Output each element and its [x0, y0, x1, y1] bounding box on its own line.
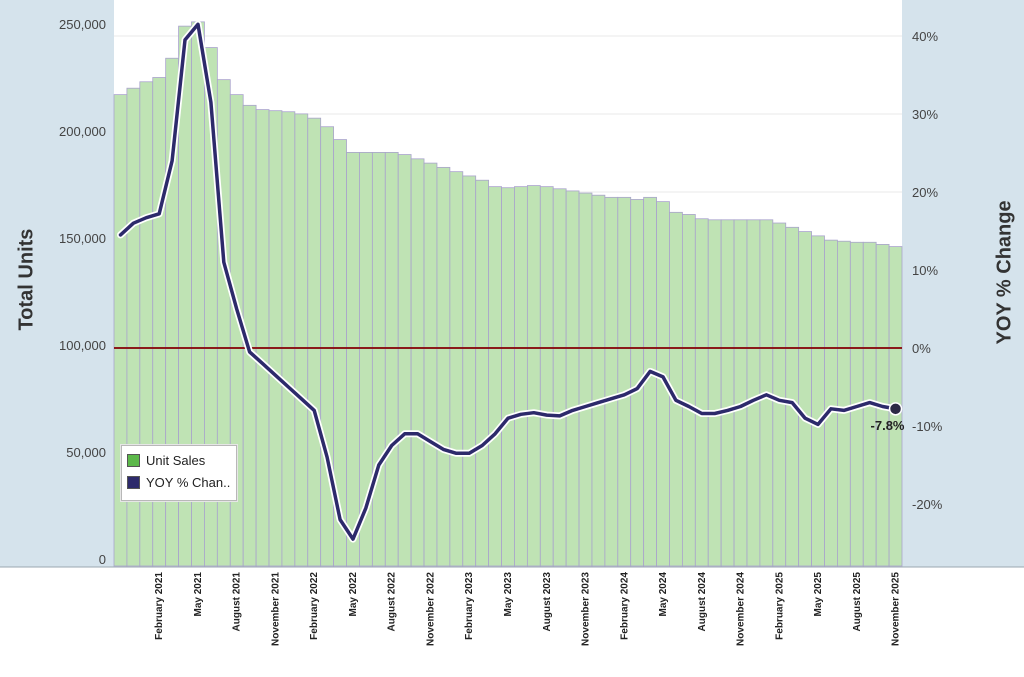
bar-unit-sales [268, 110, 283, 567]
bar-unit-sales [604, 196, 619, 567]
bar-unit-sales [281, 111, 296, 567]
bar-unit-sales [552, 188, 567, 567]
x-axis-tick-label: August 2023 [542, 572, 553, 632]
x-axis-tick-label: February 2024 [619, 572, 630, 640]
bar-unit-sales [746, 219, 761, 567]
right-axis-tick-label: 30% [912, 107, 938, 122]
left-axis-tick-label: 100,000 [59, 338, 106, 353]
bar-unit-sales [798, 231, 812, 567]
bar-unit-sales [565, 190, 580, 567]
x-axis-tick-label: February 2022 [309, 572, 320, 640]
legend-label: YOY % Chan.. [146, 474, 231, 490]
x-axis-tick-label: August 2025 [852, 572, 863, 632]
bar-unit-sales [539, 186, 554, 567]
bar-unit-sales [449, 171, 464, 567]
legend-swatch-icon [127, 453, 140, 467]
bar-unit-sales [410, 158, 425, 567]
bar-unit-sales [707, 219, 722, 567]
x-axis-tick-label: May 2022 [348, 572, 359, 617]
bar-unit-sales [720, 219, 735, 567]
legend-label: Unit Sales [146, 452, 206, 468]
right-axis-tick-label: -20% [912, 497, 943, 512]
bar-unit-sales [294, 113, 309, 567]
bar-unit-sales [514, 186, 528, 567]
bar-unit-sales [501, 187, 515, 567]
x-axis-tick-label: May 2024 [658, 572, 669, 617]
bar-unit-sales [488, 186, 502, 567]
right-axis-tick-label: 20% [912, 185, 938, 200]
bar-unit-sales [320, 126, 335, 567]
bar-unit-sales [811, 235, 825, 567]
left-axis-tick-label: 250,000 [59, 17, 106, 32]
bar-unit-sales [397, 154, 412, 567]
legend-item-yoy-change: YOY % Chan.. [127, 473, 230, 491]
bar-unit-sales [384, 151, 399, 567]
x-axis-tick-label: November 2023 [581, 572, 592, 646]
bar-unit-sales [772, 222, 787, 567]
left-axis-tick-label: 50,000 [66, 445, 106, 460]
x-axis-tick-label: February 2021 [154, 572, 165, 640]
x-axis-tick-label: August 2022 [387, 572, 398, 632]
left-axis-tick-label: 200,000 [59, 124, 106, 139]
bar-unit-sales [617, 196, 632, 567]
left-axis-tick-label: 0 [99, 552, 106, 567]
legend-item-unit-sales: Unit Sales [127, 451, 205, 469]
x-axis-tick-label: February 2023 [464, 572, 475, 640]
bar-unit-sales [785, 226, 800, 567]
right-axis-tick-label: 0% [912, 341, 931, 356]
x-axis-tick-label: November 2021 [270, 572, 281, 646]
right-axis-panel [902, 0, 1024, 567]
x-axis-tick-label: November 2024 [736, 572, 747, 646]
bar-unit-sales [591, 194, 606, 567]
bar-unit-sales [837, 240, 851, 567]
bar-unit-sales [462, 175, 477, 567]
left-axis-tick-label: 150,000 [59, 231, 106, 246]
x-axis-tick-label: May 2025 [813, 572, 824, 617]
bar-unit-sales [681, 214, 696, 567]
x-axis-tick-label: November 2025 [891, 572, 902, 646]
x-axis-tick-label: August 2021 [232, 572, 243, 632]
right-axis-tick-label: -10% [912, 419, 943, 434]
yoy-line [118, 22, 898, 541]
bar-unit-sales [475, 179, 490, 567]
left-axis-title: Total Units [15, 228, 38, 331]
legend-swatch-icon [127, 475, 140, 489]
bar-unit-sales [526, 185, 541, 567]
end-point-label: -7.8% [871, 418, 905, 433]
bar-unit-sales [307, 117, 322, 567]
x-axis-tick-label: May 2021 [193, 572, 204, 617]
right-axis-title: YOY % Change [993, 200, 1016, 345]
x-axis-tick-label: February 2025 [774, 572, 785, 640]
legend: Unit Sales YOY % Chan.. [121, 445, 237, 501]
bar-unit-sales [371, 151, 386, 567]
bar-unit-sales [436, 166, 451, 567]
bar-unit-sales [423, 162, 438, 567]
bar-unit-sales [694, 218, 709, 567]
bar-unit-sales [578, 192, 593, 567]
x-axis-tick-label: August 2024 [697, 572, 708, 632]
bar-unit-sales [733, 219, 748, 567]
left-axis-panel [0, 0, 114, 567]
bar-unit-sales [255, 109, 270, 567]
right-axis-tick-label: 40% [912, 29, 938, 44]
x-axis-tick-label: May 2023 [503, 572, 514, 617]
bar-unit-sales [346, 151, 360, 567]
end-point-marker [888, 402, 903, 416]
x-axis-tick-label: November 2022 [425, 572, 436, 646]
bar-unit-sales [824, 239, 838, 567]
right-axis-tick-label: 10% [912, 263, 938, 278]
